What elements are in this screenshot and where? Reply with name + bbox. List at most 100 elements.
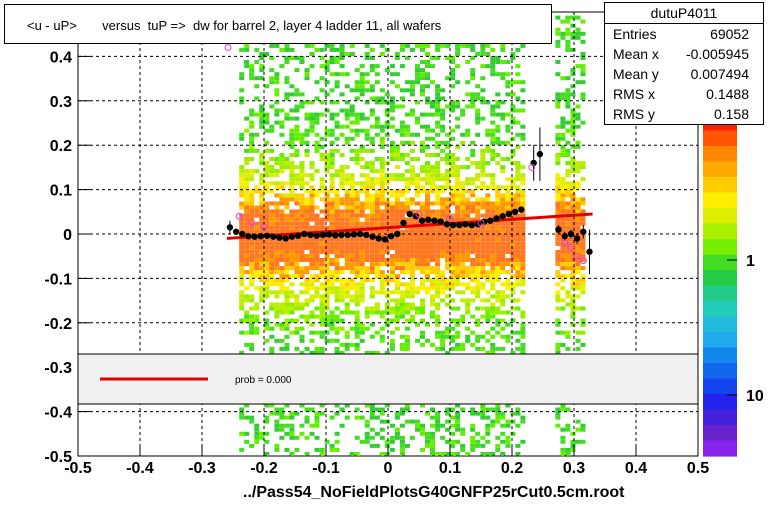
heatmap-cell (319, 112, 325, 117)
heatmap-cell (510, 254, 516, 258)
heatmap-cell (399, 306, 405, 311)
heatmap-cell (304, 173, 310, 178)
profile-point (325, 231, 333, 238)
heatmap-cell (319, 262, 325, 267)
heatmap-cell (269, 334, 275, 339)
heatmap-cell (470, 278, 476, 283)
heatmap-cell (394, 278, 400, 283)
heatmap-cell (324, 217, 330, 222)
profile-point (294, 232, 302, 239)
heatmap-cell (399, 193, 405, 198)
heatmap-cell (500, 431, 506, 436)
heatmap-cell (555, 282, 561, 287)
heatmap-cell (404, 270, 410, 275)
heatmap-cell (344, 254, 350, 258)
heatmap-cell (425, 169, 430, 174)
heatmap-cell (309, 298, 315, 303)
heatmap-cell (319, 452, 325, 456)
heatmap-cell (249, 197, 255, 202)
heatmap-cell (465, 233, 471, 238)
heatmap-cell (505, 310, 511, 315)
heatmap-cell (430, 245, 435, 250)
heatmap-cell (475, 132, 481, 137)
heatmap-cell (309, 64, 315, 69)
heatmap-cell (565, 100, 571, 105)
heatmap-cell (495, 136, 501, 141)
heatmap-cell (249, 140, 255, 145)
heatmap-cell (445, 161, 451, 166)
heatmap-cell (324, 128, 330, 133)
heatmap-cell (319, 318, 325, 323)
heatmap-cell (349, 249, 355, 254)
heatmap-cell (304, 116, 310, 121)
heatmap-cell (555, 136, 561, 141)
heatmap-cell (334, 411, 340, 416)
heatmap-cell (475, 217, 481, 222)
heatmap-cell (430, 128, 435, 133)
heatmap-cell (500, 290, 506, 295)
heatmap-cell (269, 266, 275, 271)
heatmap-cell (510, 213, 516, 218)
heatmap-cell (354, 266, 360, 271)
heatmap-cell (425, 161, 430, 166)
heatmap-cell (455, 237, 461, 242)
heatmap-cell (505, 124, 511, 129)
heatmap-cell (304, 205, 310, 210)
heatmap-cell (379, 427, 385, 432)
heatmap-cell (284, 262, 290, 267)
heatmap-cell (284, 140, 290, 145)
heatmap-cell (490, 266, 496, 271)
heatmap-cell (259, 241, 265, 246)
heatmap-cell (470, 245, 476, 250)
heatmap-cell (319, 322, 325, 327)
heatmap-cell (324, 237, 330, 242)
heatmap-cell (495, 266, 501, 271)
heatmap-cell (374, 221, 380, 226)
heatmap-cell (404, 112, 410, 117)
heatmap-cell (404, 302, 410, 307)
heatmap-cell (369, 181, 375, 186)
heatmap-cell (284, 205, 290, 210)
heatmap-cell (319, 266, 325, 271)
heatmap-cell (384, 100, 390, 105)
heatmap-cell (274, 310, 280, 315)
heatmap-cell (239, 237, 245, 242)
heatmap-cell (349, 128, 355, 133)
heatmap-cell (304, 419, 310, 424)
heatmap-cell (284, 96, 290, 101)
x-tick-label: -0.5 (64, 460, 92, 477)
heatmap-cell (324, 197, 330, 202)
heatmap-cell (344, 262, 350, 267)
heatmap-cell (304, 282, 310, 287)
heatmap-cell (334, 258, 340, 262)
heatmap-cell (520, 165, 526, 170)
heatmap-cell (344, 217, 350, 222)
heatmap-cell (404, 249, 410, 254)
heatmap-cell (455, 258, 461, 262)
profile-point (431, 217, 438, 224)
heatmap-cell (384, 124, 390, 129)
heatmap-cell (495, 443, 501, 448)
heatmap-cell (455, 43, 461, 48)
heatmap-cell (364, 241, 370, 246)
heatmap-cell (575, 116, 581, 121)
heatmap-cell (425, 201, 430, 206)
heatmap-cell (244, 241, 250, 246)
heatmap-cell (324, 165, 330, 170)
heatmap-cell (430, 225, 435, 230)
heatmap-cell (575, 185, 581, 190)
heatmap-cell (359, 128, 365, 133)
heatmap-cell (344, 140, 350, 145)
heatmap-cell (329, 258, 335, 262)
heatmap-cell (369, 124, 375, 129)
heatmap-cell (420, 43, 425, 48)
x-tick-label: -0.1 (312, 460, 340, 477)
heatmap-cell (349, 241, 355, 246)
heatmap-cell (409, 249, 415, 254)
heatmap-cell (309, 213, 315, 218)
heatmap-cell (430, 201, 435, 206)
heatmap-cell (294, 237, 300, 242)
heatmap-cell (570, 35, 576, 40)
heatmap-cell (555, 254, 561, 258)
heatmap-cell (435, 140, 441, 145)
